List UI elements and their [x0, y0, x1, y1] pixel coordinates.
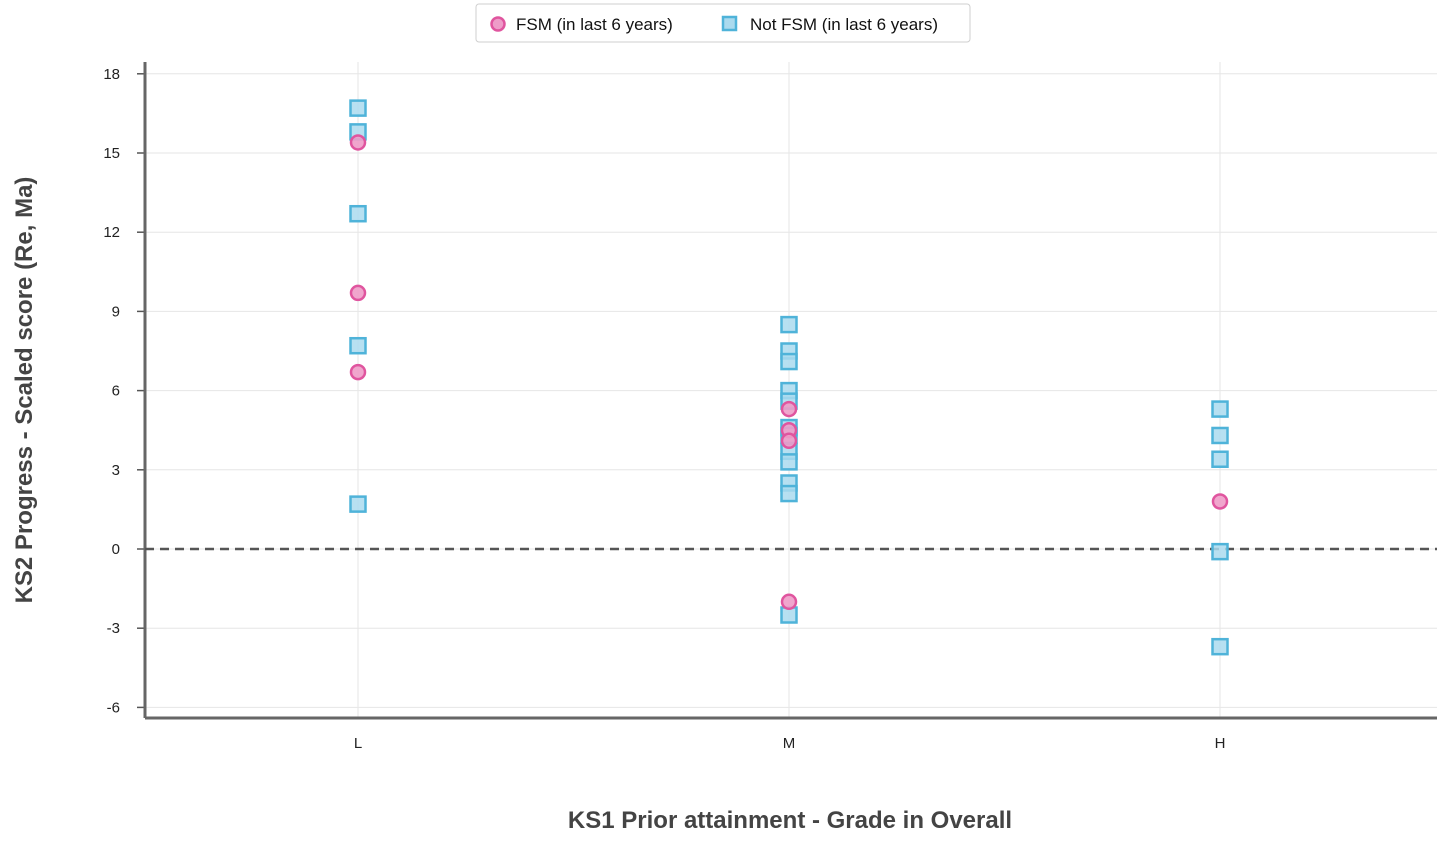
y-tick-label: 3 — [112, 462, 120, 479]
not-fsm-point — [1211, 542, 1229, 561]
data-points — [349, 99, 1229, 656]
y-tick-label: 12 — [103, 224, 120, 241]
legend: FSM (in last 6 years) Not FSM (in last 6… — [475, 3, 971, 43]
not-fsm-point — [349, 99, 367, 117]
fsm-point — [780, 593, 798, 611]
legend-fsm-marker — [490, 16, 506, 32]
fsm-point — [780, 400, 798, 418]
axes: -6 -3 0 3 6 9 12 15 18 L M H — [103, 62, 1437, 752]
x-axis-title: KS1 Prior attainment - Grade in Overall — [568, 807, 1012, 834]
fsm-point — [349, 363, 367, 381]
not-fsm-point — [780, 484, 798, 503]
not-fsm-point — [780, 352, 798, 371]
not-fsm-point — [349, 336, 367, 355]
legend-not-fsm-marker — [721, 15, 738, 32]
fsm-point — [1211, 493, 1229, 510]
y-tick-label: 6 — [112, 383, 120, 400]
x-tick-label: H — [1215, 735, 1226, 752]
not-fsm-point — [780, 315, 798, 334]
fsm-point — [349, 284, 367, 302]
x-tick-label: L — [354, 735, 362, 752]
y-axis-title: KS2 Progress - Scaled score (Re, Ma) — [11, 177, 38, 604]
y-tick-label: -6 — [107, 699, 120, 716]
legend-fsm-label: FSM (in last 6 years) — [516, 15, 673, 34]
y-tick-label: 9 — [112, 303, 120, 320]
y-tick-label: 15 — [103, 145, 120, 162]
legend-not-fsm-label: Not FSM (in last 6 years) — [750, 15, 938, 34]
not-fsm-point — [1211, 426, 1229, 445]
y-tick-label: 0 — [112, 541, 120, 558]
x-tick-label: M — [783, 735, 796, 752]
not-fsm-point — [1211, 400, 1229, 418]
not-fsm-point — [1211, 637, 1229, 656]
not-fsm-point — [780, 453, 798, 471]
y-tick-label: 18 — [103, 66, 120, 83]
not-fsm-point — [349, 495, 367, 513]
not-fsm-point — [1211, 450, 1229, 468]
y-tick-label: -3 — [107, 620, 120, 637]
fsm-point — [349, 134, 367, 151]
not-fsm-point — [349, 204, 367, 223]
fsm-point — [780, 432, 798, 450]
